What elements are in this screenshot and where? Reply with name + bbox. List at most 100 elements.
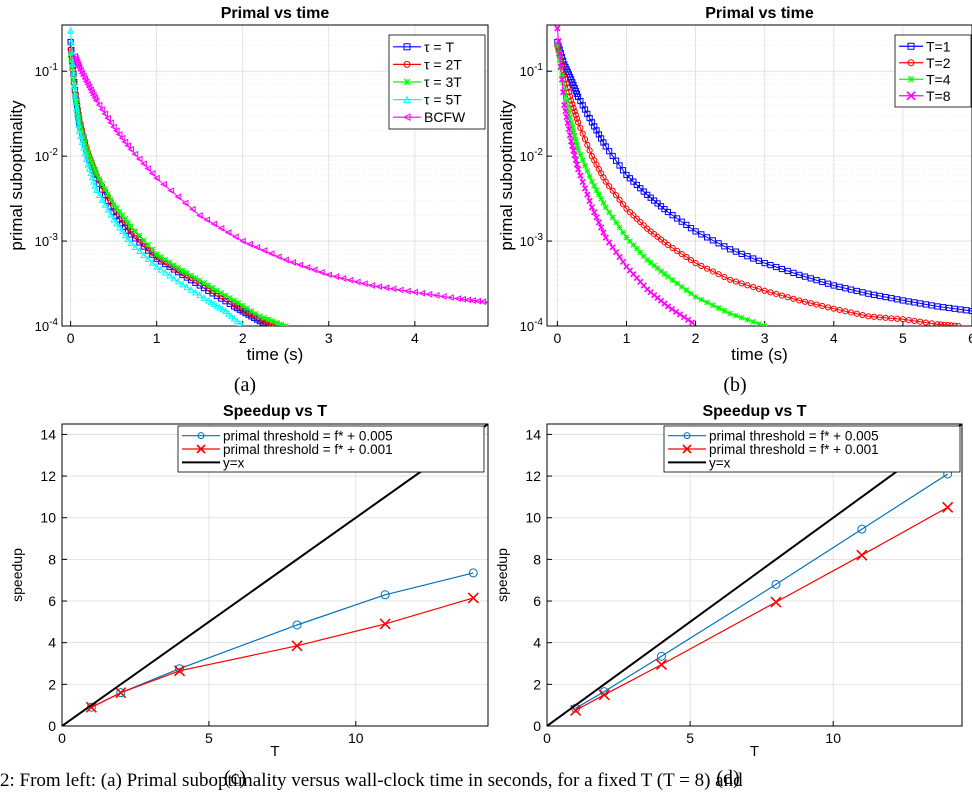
data-point [174, 193, 182, 201]
data-point [922, 319, 930, 326]
legend-marker [907, 59, 915, 67]
data-point [626, 175, 634, 182]
data-point [188, 205, 196, 213]
data-point [569, 123, 576, 130]
panel-label: (c) [224, 767, 246, 789]
data-point [196, 291, 204, 299]
y-tick-label: 10-2 [520, 147, 544, 164]
data-point [140, 160, 147, 168]
data-point [217, 224, 225, 232]
data-point [859, 311, 866, 319]
data-point [842, 285, 849, 292]
data-point [807, 275, 814, 282]
data-point [658, 268, 664, 275]
data-point [598, 689, 610, 701]
data-point [557, 63, 564, 70]
data-point [107, 119, 114, 127]
data-point [917, 300, 924, 307]
data-point [227, 312, 235, 320]
data-point [78, 69, 86, 77]
data-point [236, 319, 243, 326]
data-point [630, 212, 637, 219]
legend-marker [682, 444, 692, 454]
data-point [651, 262, 658, 269]
data-point [619, 201, 627, 208]
x-tick-label: 10 [348, 730, 364, 746]
data-point [148, 169, 156, 177]
data-point [87, 156, 94, 163]
data-point [85, 83, 93, 91]
data-point [170, 262, 177, 269]
data-point [568, 138, 575, 145]
plot-area [547, 424, 962, 726]
y-tick-label: 6 [48, 593, 56, 609]
data-point [894, 315, 901, 322]
x-axis-label: T [750, 743, 759, 760]
data-point [664, 303, 672, 310]
data-point [968, 307, 972, 315]
data-point [732, 278, 739, 285]
data-point [554, 42, 561, 49]
data-point [85, 164, 93, 172]
data-point [688, 319, 696, 326]
data-point [213, 302, 221, 309]
data-point [602, 178, 609, 185]
data-point [876, 292, 883, 300]
legend-marker [906, 91, 916, 101]
data-point [203, 216, 210, 224]
legend-label: τ = 2T [424, 56, 462, 72]
data-point [79, 128, 86, 135]
data-point [69, 60, 77, 67]
data-point [600, 200, 607, 206]
data-point [602, 234, 609, 241]
data-point [957, 306, 964, 313]
y-tick-label: 4 [48, 635, 56, 651]
data-point [928, 302, 935, 309]
y-tick-label: 10-1 [520, 62, 544, 79]
data-point [609, 152, 616, 160]
data-point [282, 323, 289, 326]
series-4 [71, 52, 488, 306]
chart-title: Primal vs time [221, 5, 330, 22]
data-point [140, 251, 148, 258]
x-axis-label: time (s) [247, 345, 304, 364]
data-point [853, 310, 860, 317]
data-point [418, 289, 426, 297]
legend-marker [907, 75, 915, 83]
data-point [859, 289, 866, 296]
data-point [566, 131, 574, 139]
data-point [570, 128, 577, 135]
data-point [669, 244, 676, 252]
data-point [325, 271, 332, 279]
data-point [773, 290, 780, 298]
data-point [684, 316, 692, 323]
data-point [104, 114, 111, 122]
data-point [588, 204, 596, 211]
data-point [654, 265, 661, 272]
data-point [75, 64, 83, 72]
data-point [928, 320, 935, 326]
y-tick-label: 2 [48, 676, 56, 692]
data-point [80, 143, 87, 151]
series-line [547, 424, 962, 726]
data-point [586, 197, 593, 205]
data-point [853, 287, 860, 295]
data-point [836, 306, 843, 314]
x-tick-label: 10 [825, 730, 841, 746]
data-point [121, 138, 129, 146]
data-point [88, 173, 96, 181]
data-point [591, 183, 598, 189]
x-tick-label: 4 [411, 330, 419, 346]
y-tick-label: 10 [40, 510, 56, 526]
data-point [310, 266, 318, 274]
data-point [173, 665, 186, 677]
data-point [609, 244, 616, 251]
y-tick-label: 10-3 [520, 232, 544, 249]
data-point [235, 300, 242, 307]
data-point [565, 125, 573, 133]
data-point [201, 280, 207, 286]
legend-label: BCFW [424, 109, 466, 125]
data-point [76, 67, 84, 74]
series-line [91, 597, 474, 708]
data-point [99, 181, 106, 187]
